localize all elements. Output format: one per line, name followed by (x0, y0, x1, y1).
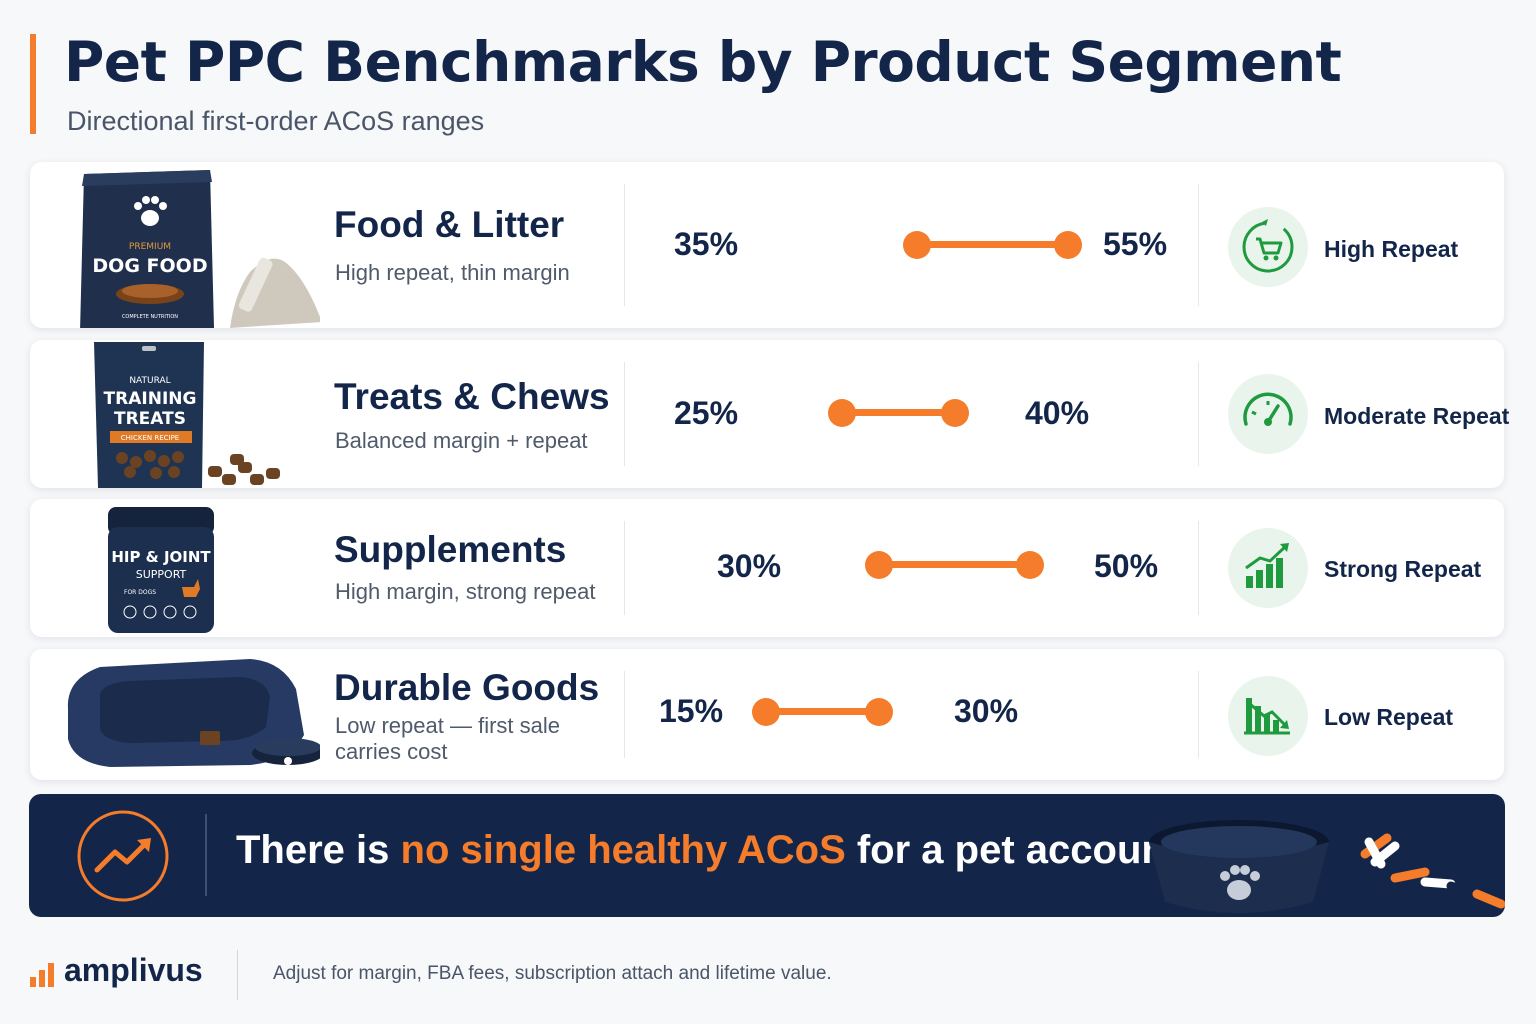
acos-high-point (865, 698, 894, 726)
repeat-label: Strong Repeat (1324, 556, 1482, 582)
acos-range-bar (879, 561, 1031, 568)
gauge-icon (1228, 374, 1308, 454)
footer-divider (237, 950, 238, 1000)
bars-down-icon (1228, 676, 1308, 756)
brand-name: amplivus (64, 952, 203, 988)
segment-name: Durable Goods (334, 667, 600, 708)
column-divider (624, 521, 625, 615)
bowl-and-rope-toy-image (1149, 820, 1505, 913)
segment-row-treats-chews: NATURAL TRAINING TREATS CHICKEN RECIPE T… (30, 340, 1509, 488)
page-title: Pet PPC Benchmarks by Product Segment (64, 30, 1342, 94)
acos-low-point (903, 231, 931, 259)
segment-row-supplements: HIP & JOINT SUPPORT FOR DOGS Supplements… (30, 499, 1504, 637)
acos-low-point (827, 399, 856, 427)
dog-bed-and-bowl-image (67, 659, 320, 767)
jar-label-line1: HIP & JOINT (111, 548, 211, 566)
treats-pouch-image: NATURAL TRAINING TREATS CHICKEN RECIPE (94, 342, 280, 488)
acos-range-bar (766, 708, 880, 715)
repeat-label: High Repeat (1324, 236, 1459, 262)
pouch-label-line4: CHICKEN RECIPE (121, 434, 179, 442)
banner-highlight: no single healthy ACoS (400, 828, 846, 872)
repeat-label: Moderate Repeat (1324, 403, 1510, 429)
key-message-banner: There is no single healthy ACoS for a pe… (29, 794, 1505, 917)
acos-low-point (752, 698, 780, 726)
pouch-label-line2: TRAINING (104, 389, 197, 409)
banner-suffix: for a pet account. (845, 828, 1191, 872)
segment-description: Low repeat — first sale carries cost (335, 713, 560, 764)
title-accent-bar (30, 34, 36, 134)
segment-row-durable-goods: Durable Goods Low repeat — first sale ca… (30, 649, 1504, 780)
paw-icon (134, 196, 167, 226)
column-divider (1198, 362, 1199, 466)
banner-prefix: There is (236, 828, 401, 872)
pouch-label-line1: NATURAL (129, 376, 170, 386)
jar-label-line3: FOR DOGS (124, 589, 156, 596)
acos-low-point (865, 551, 894, 579)
bars-up-icon (1228, 528, 1308, 608)
acos-high-point (940, 399, 969, 427)
repeat-label: Low Repeat (1324, 704, 1454, 730)
bag-label-line1: PREMIUM (129, 242, 171, 252)
banner-divider (205, 814, 207, 896)
column-divider (1198, 671, 1199, 758)
acos-high-label: 30% (953, 693, 1019, 729)
segment-name: Treats & Chews (334, 376, 610, 417)
banner-message: There is no single healthy ACoS for a pe… (236, 828, 1190, 873)
jar-label-line2: SUPPORT (136, 568, 187, 581)
page-subtitle: Directional first-order ACoS ranges (67, 106, 485, 136)
supplement-jar-image: HIP & JOINT SUPPORT FOR DOGS (108, 507, 214, 633)
acos-low-label: 25% (673, 395, 739, 431)
trend-up-icon (77, 810, 169, 902)
footnote: Adjust for margin, FBA fees, subscriptio… (273, 963, 832, 984)
bag-label-line2: DOG FOOD (92, 255, 207, 277)
segment-row-food-litter: PREMIUM DOG FOOD COMPLETE NUTRITION Food… (30, 162, 1504, 328)
acos-high-point (1016, 551, 1045, 579)
acos-high-label: 55% (1102, 226, 1168, 262)
acos-low-label: 35% (673, 226, 739, 262)
segment-name: Food & Litter (334, 204, 565, 245)
column-divider (624, 184, 625, 306)
acos-range-bar (917, 241, 1068, 248)
acos-low-label: 30% (716, 548, 782, 584)
segment-description: Balanced margin + repeat (335, 428, 588, 453)
brand-logo-icon (30, 963, 54, 987)
segment-name: Supplements (334, 529, 567, 570)
pouch-label-line3: TREATS (114, 409, 186, 429)
dog-food-bag-image: PREMIUM DOG FOOD COMPLETE NUTRITION (80, 170, 320, 328)
column-divider (1198, 184, 1199, 306)
acos-high-label: 40% (1024, 395, 1090, 431)
acos-high-label: 50% (1093, 548, 1159, 584)
bag-label-line3: COMPLETE NUTRITION (122, 314, 178, 320)
acos-high-point (1054, 231, 1082, 259)
column-divider (624, 362, 625, 466)
segment-description: High margin, strong repeat (335, 579, 596, 604)
acos-range-bar (841, 409, 955, 416)
segment-description: High repeat, thin margin (335, 260, 570, 285)
cart-refresh-icon (1228, 207, 1308, 287)
column-divider (1198, 521, 1199, 615)
column-divider (624, 671, 625, 758)
acos-low-label: 15% (658, 693, 724, 729)
